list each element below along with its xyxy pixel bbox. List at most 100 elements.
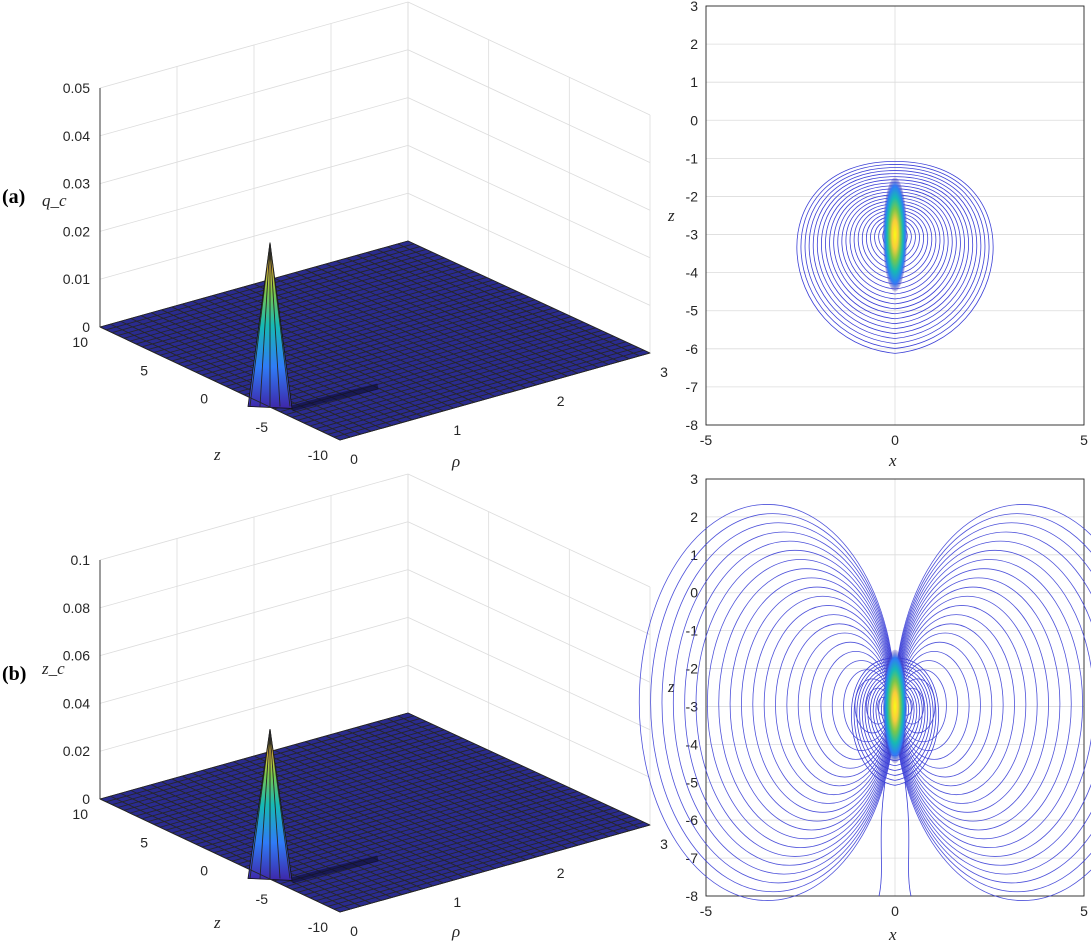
surface-b-peak-ridge [259,729,271,879]
contour-b-contour-line [856,663,934,776]
contour-b-xtick-label: 0 [891,903,899,919]
surface-b-mesh-line [321,816,632,904]
surface-a-mesh-line [243,307,554,396]
surface-a-wall-grid [407,1,651,116]
surface-a-wall-grid [407,49,651,163]
surface-b-mesh-line [123,723,433,811]
surface-a-mesh-line [321,344,632,432]
surface-a-mesh-line [249,310,560,399]
surface-a-wall-grid [407,192,651,306]
surface-a-mesh-line [309,338,620,427]
contour-b-xtick-label: -5 [700,903,713,919]
surface-a-mesh-line [153,265,463,353]
contour-b-ytick-label: 2 [690,509,698,525]
contour-b-ytick-label: -2 [686,661,699,677]
surface-b-zbase-tick-label: -10 [308,919,328,935]
surface-a-mesh-line [129,254,439,342]
contour-a-xtick-label: -5 [700,432,713,448]
surface-a-rho-axis [339,352,651,441]
surface-a-peak-ridge [269,242,281,407]
contour-a-ylabel: z [667,206,675,225]
surface-a-rho-tick-label: 1 [453,422,461,438]
surface-b-ztick-label: 0.02 [63,743,90,759]
surface-b-mesh-line [189,754,499,842]
contour-b-ylabel: z [667,677,675,696]
contour-a-contour-line [829,185,961,315]
surface-b-mesh-line [171,746,481,834]
surface-b-zbase-tick-label: 5 [140,834,148,850]
surface-a-mesh-line [141,260,451,348]
surface-a-mesh-line [105,243,415,331]
surface-a-mesh-line [195,285,505,373]
surface-b-rho-tick-label: 2 [557,865,565,881]
surface-a-ztick-label: 0.02 [63,223,90,239]
surface-a-peak-ridge [249,242,271,407]
surface-a-mesh-line [267,318,578,407]
contour-b-core [882,649,908,764]
surface-b-wall-grid [407,617,651,731]
surface-b-rho-tick-label: 1 [453,894,461,910]
surface-b-mesh-line [129,726,439,814]
surface-a-wall-grid [407,145,651,259]
contour-a-frame [705,5,1085,426]
surface-b-mesh-line [147,734,457,823]
contour-a-ytick-label: -4 [686,265,699,281]
contour-a-xlabel: x [888,451,897,470]
surface-a-peak-ridge [259,242,271,407]
surface-b-mesh-line [195,757,505,845]
surface-a-zbase-tick-label: 5 [140,362,148,378]
surface-b-mesh-line [273,793,584,882]
surface-a-mesh-line [255,313,566,401]
surface-a-zaxis-label: z [213,445,221,464]
contour-a-ytick-label: -6 [686,341,699,357]
surface-b-mesh-line [309,810,620,899]
surface-a-rho-tick-label: 2 [557,393,565,409]
contour-a-ytick-label: -7 [686,379,699,395]
surface-b-mesh-line [255,785,566,873]
contour-b-contour-line [904,782,912,897]
surface-a-mesh-line [261,316,572,404]
surface-b-mesh-line [135,729,445,817]
contour-a-ytick-label: 0 [690,112,698,128]
surface-a-zlabel: q_c [42,191,67,210]
surface-b-peak-ridge [269,728,291,879]
surface-a-mesh-line [123,251,433,339]
surface-b-ztick-label: 0.08 [63,600,90,616]
surface-b-ztick-label: 0.06 [63,648,90,664]
surface-a-mesh-line [177,276,487,365]
surface-b-tail-shadow [291,855,379,884]
contour-a-contour-line [837,191,953,305]
contour-a-ytick-label: -2 [686,188,699,204]
surface-b-mesh-line [315,813,626,902]
contour-b-ytick-label: 0 [690,585,698,601]
surface-a-mesh-line [99,240,409,328]
contour-a-contour-line [804,167,986,344]
surface-b-mesh-line [285,799,596,888]
surface-a-mesh-line [201,288,511,376]
surface-a-mesh-line [285,327,596,416]
surface-b-mesh-line [261,788,572,876]
surface-b-mesh-line [159,740,469,828]
surface-b-rhoaxis-label: ρ [451,922,460,941]
contour-a-ytick-label: 2 [690,36,698,52]
surface-a-ztick-label: 0.03 [63,176,90,192]
surface-b-ztick-label: 0.1 [71,552,91,568]
surface-b-wall-grid [407,521,651,635]
surface-b-mesh-line [327,818,639,907]
surface-b-mesh-line [153,737,463,825]
surface-a-zbase-tick-label: 10 [72,334,88,350]
contour-b-contour-line [859,666,931,771]
surface-a-ztick-label: 0.04 [63,128,90,144]
surface-b-mesh-line [249,782,560,871]
contour-b-xlabel: x [888,925,897,942]
contour-b-ytick-label: -1 [686,623,699,639]
contour-b-contour-line [861,669,929,766]
surface-a-mesh-line [303,335,614,424]
surface-a-zbase-tick-label: -5 [256,419,269,435]
contour-b-contour-line [851,657,939,786]
surface-b-zaxis-label: z [213,913,221,932]
surface-b-mesh-line [243,779,554,868]
contour-a-contour-line [816,176,974,330]
surface-b-mesh-line [105,715,415,803]
surface-b-rho-tick-label: 0 [350,923,358,939]
